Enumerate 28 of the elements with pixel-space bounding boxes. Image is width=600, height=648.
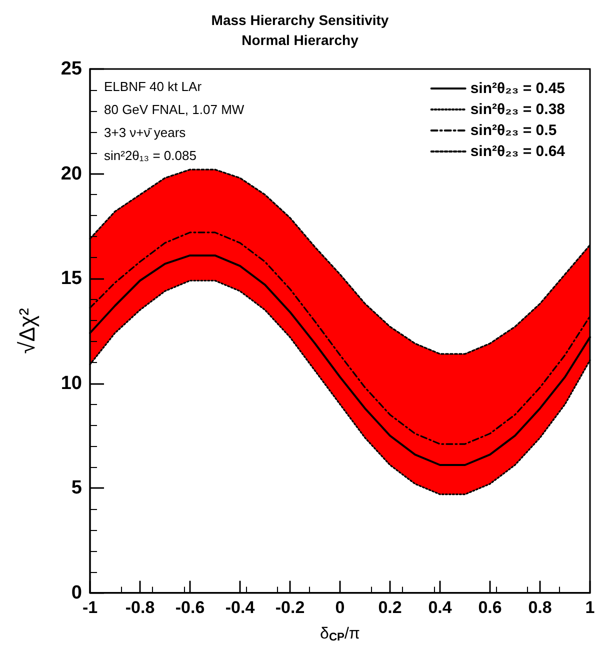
x-tick-label: -0.4 <box>225 598 256 617</box>
annotation: ELBNF 40 kt LAr <box>104 79 202 94</box>
x-tick-label: 0.6 <box>478 598 502 617</box>
y-tick-label: 10 <box>60 372 82 394</box>
x-tick-label: 0.8 <box>528 598 552 617</box>
x-tick-label: 0.2 <box>378 598 402 617</box>
legend-label: sin²θ₂₃ = 0.5 <box>470 122 557 139</box>
x-tick-label: 0.4 <box>428 598 452 617</box>
annotation: 3+3 ν+ν̄ years <box>104 125 186 140</box>
annotation: sin²2θ₁₃ = 0.085 <box>104 148 196 163</box>
annotation: 80 GeV FNAL, 1.07 MW <box>104 102 245 117</box>
y-tick-label: 15 <box>60 268 82 290</box>
x-tick-label: 0 <box>335 598 345 617</box>
chart-title: Mass Hierarchy Sensitivity <box>211 12 389 28</box>
x-tick-label: -0.6 <box>175 598 205 617</box>
y-tick-label: 0 <box>71 582 82 604</box>
y-axis-title: √Δχ² <box>14 308 40 354</box>
legend-label: sin²θ₂₃ = 0.45 <box>470 80 566 97</box>
y-tick-label: 20 <box>60 163 82 184</box>
y-tick-label: 5 <box>71 478 82 499</box>
x-tick-label: -1 <box>82 598 98 617</box>
legend-label: sin²θ₂₃ = 0.38 <box>470 101 566 118</box>
legend-label: sin²θ₂₃ = 0.64 <box>470 143 566 160</box>
y-tick-label: 25 <box>60 58 82 80</box>
x-tick-label: -0.2 <box>275 598 305 617</box>
x-tick-label: 1 <box>585 598 595 617</box>
chart-subtitle: Normal Hierarchy <box>242 32 359 48</box>
x-tick-label: -0.8 <box>125 598 155 617</box>
